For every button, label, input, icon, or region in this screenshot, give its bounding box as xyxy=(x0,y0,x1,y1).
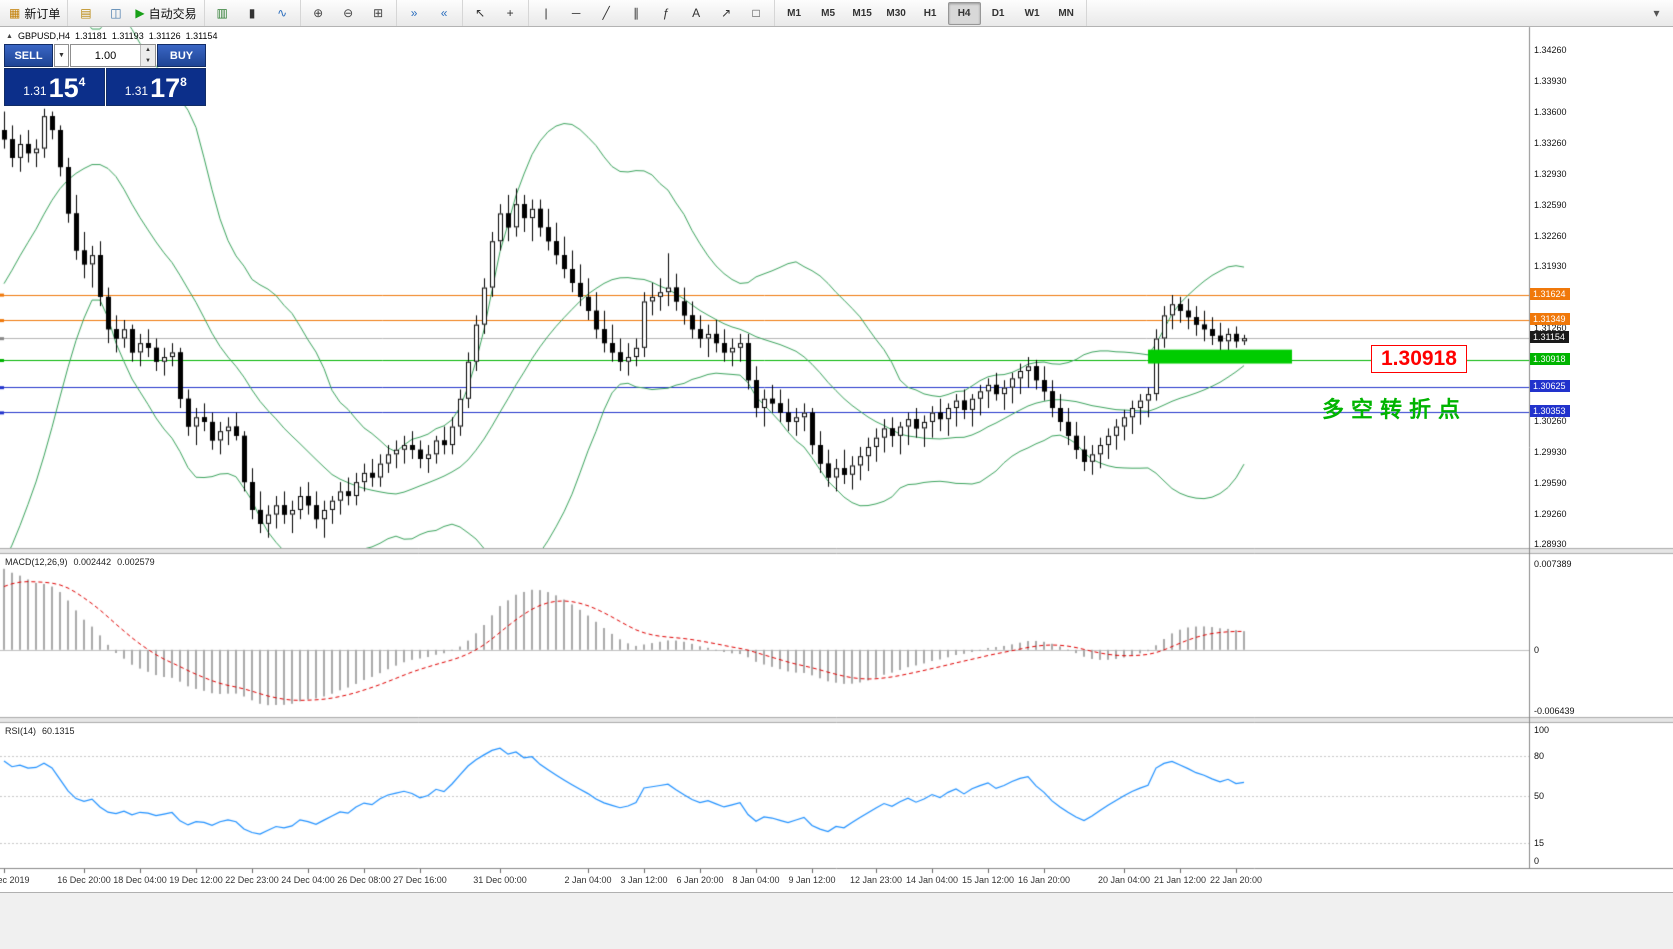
status-bar xyxy=(0,892,1673,949)
tile-windows-icon[interactable]: ⊞ xyxy=(364,2,393,25)
buy-price-tile[interactable]: 1.31 17 8 xyxy=(105,68,206,106)
arrow-tools-icon[interactable]: ↗ xyxy=(712,2,741,25)
horizontal-line-icon[interactable]: ─ xyxy=(562,2,591,25)
charts-profile-icon[interactable]: ▤ xyxy=(71,2,100,25)
ask-big-digits: 17 xyxy=(150,73,181,103)
line-chart-icon[interactable]: ∿ xyxy=(268,2,297,25)
auto-scroll-icon-glyph: » xyxy=(410,6,418,20)
auto-trading-button[interactable]: ▶ 自动交易 xyxy=(131,2,200,25)
symbol-collapse-icon[interactable]: ▲ xyxy=(6,32,13,40)
macd-indicator-label: MACD(12,26,9) 0.002442 0.002579 xyxy=(5,557,155,567)
trade-options-dropdown[interactable]: ▼ xyxy=(54,44,69,67)
rsi-value: 60.1315 xyxy=(42,726,75,736)
fibonacci-icon[interactable]: ƒ xyxy=(652,2,681,25)
bar-chart-icon[interactable]: ▥ xyxy=(208,2,237,25)
turning-point-note[interactable]: 多空转折点 xyxy=(1322,397,1468,422)
zoom-in-icon[interactable]: ⊕ xyxy=(304,2,333,25)
volume-decrease-button[interactable]: ▼ xyxy=(141,55,155,66)
price-callout-label[interactable]: 1.30918 xyxy=(1371,345,1467,373)
shapes-icon[interactable]: □ xyxy=(742,2,771,25)
zoom-in-icon-glyph: ⊕ xyxy=(313,6,324,20)
volume-increase-button[interactable]: ▲ xyxy=(141,45,155,56)
timeframe-w1-button[interactable]: W1 xyxy=(1024,7,1040,19)
one-click-trading-panel: SELL ▼ ▲ ▼ BUY 1.31 15 4 1.31 17 xyxy=(4,44,206,106)
new-order-button-label: 新订单 xyxy=(24,6,61,21)
cursor-icon[interactable]: ↖ xyxy=(466,2,495,25)
auto-scroll-icon[interactable]: » xyxy=(400,2,429,25)
arrow-tools-icon-glyph: ↗ xyxy=(721,6,732,20)
timeframe-h4-button[interactable]: H4 xyxy=(947,1,981,25)
cursor-icon-glyph: ↖ xyxy=(475,6,486,20)
horizontal-line-icon-glyph: ─ xyxy=(571,6,581,20)
macd-value-1: 0.002442 xyxy=(73,557,112,567)
timeframe-m5-button[interactable]: M5 xyxy=(821,7,836,19)
high-value: 1.31193 xyxy=(111,31,144,41)
low-value: 1.31126 xyxy=(148,31,181,41)
ohlc-header: ▲ GBPUSD,H4 1.31181 1.31193 1.31126 1.31… xyxy=(6,31,217,41)
fibonacci-icon-glyph: ƒ xyxy=(662,6,670,20)
channel-icon-glyph: ∥ xyxy=(633,6,640,20)
vertical-line-icon-glyph: | xyxy=(544,6,548,20)
new-order-button[interactable]: ▦ 新订单 xyxy=(5,2,64,25)
macd-name: MACD(12,26,9) xyxy=(5,557,68,567)
crosshair-icon[interactable]: + xyxy=(496,2,525,25)
data-window-icon[interactable]: ◫ xyxy=(101,2,130,25)
timeframe-m30-button[interactable]: M30 xyxy=(886,7,906,19)
zoom-out-icon-glyph: ⊖ xyxy=(343,6,354,20)
timeframe-m15-button[interactable]: M15 xyxy=(852,7,872,19)
auto-trading-button-label: 自动交易 xyxy=(148,6,197,21)
macd-value-2: 0.002579 xyxy=(117,557,155,567)
chart-shift-icon-glyph: « xyxy=(440,6,448,20)
rsi-name: RSI(14) xyxy=(5,726,37,736)
sell-price-tile[interactable]: 1.31 15 4 xyxy=(4,68,105,106)
crosshair-icon-glyph: + xyxy=(506,6,514,20)
volume-stepper: ▲ ▼ xyxy=(140,45,155,66)
chevron-down-icon: ▼ xyxy=(58,52,65,59)
open-value: 1.31181 xyxy=(74,31,107,41)
chart-shift-icon[interactable]: « xyxy=(430,2,459,25)
ask-pipette: 8 xyxy=(180,75,187,89)
volume-input[interactable] xyxy=(71,45,140,66)
text-icon-glyph: A xyxy=(692,6,701,20)
symbol-period-label: GBPUSD,H4 xyxy=(17,31,70,41)
new-order-glyph: ▦ xyxy=(9,6,21,20)
candlestick-chart-icon[interactable]: ▮ xyxy=(238,2,267,25)
buy-button[interactable]: BUY xyxy=(157,44,206,67)
vertical-line-icon[interactable]: | xyxy=(532,2,561,25)
bar-chart-icon-glyph: ▥ xyxy=(216,6,228,20)
tile-windows-icon-glyph: ⊞ xyxy=(373,6,384,20)
charts-profile-icon-glyph: ▤ xyxy=(80,6,92,20)
ask-prefix: 1.31 xyxy=(124,84,149,98)
bid-pipette: 4 xyxy=(78,75,86,89)
timeframe-h1-button[interactable]: H1 xyxy=(923,7,937,19)
close-value: 1.31154 xyxy=(185,31,218,41)
data-window-icon-glyph: ◫ xyxy=(110,6,122,20)
timeframe-mn-button[interactable]: MN xyxy=(1058,7,1074,19)
channel-icon[interactable]: ∥ xyxy=(622,2,651,25)
sell-button[interactable]: SELL xyxy=(4,44,53,67)
candlestick-chart-icon-glyph: ▮ xyxy=(248,6,256,20)
main-toolbar: ▦ 新订单 ▤ ◫ ▶ 自动交易 ▥ ▮ ∿ ⊕ ⊖ ⊞ » « ↖ + | ─ ╱ ∥ ƒ A ↗ □ M1 M5 M15 M30 H… xyxy=(0,0,1673,27)
zoom-out-icon[interactable]: ⊖ xyxy=(334,2,363,25)
trendline-icon-glyph: ╱ xyxy=(602,6,610,20)
bid-prefix: 1.31 xyxy=(23,84,47,98)
line-chart-icon-glyph: ∿ xyxy=(277,6,288,20)
rsi-indicator-label: RSI(14) 60.1315 xyxy=(5,726,75,736)
bid-big-digits: 15 xyxy=(48,73,79,103)
volume-box: ▲ ▼ xyxy=(70,44,156,67)
timeframe-d1-button[interactable]: D1 xyxy=(991,7,1005,19)
trendline-icon[interactable]: ╱ xyxy=(592,2,621,25)
toolbar-more-icon[interactable]: ▾ xyxy=(1653,6,1660,20)
timeframe-m1-button[interactable]: M1 xyxy=(787,7,802,19)
auto-trading-glyph: ▶ xyxy=(135,6,145,20)
shapes-icon-glyph: □ xyxy=(752,6,760,20)
text-icon[interactable]: A xyxy=(682,2,711,25)
